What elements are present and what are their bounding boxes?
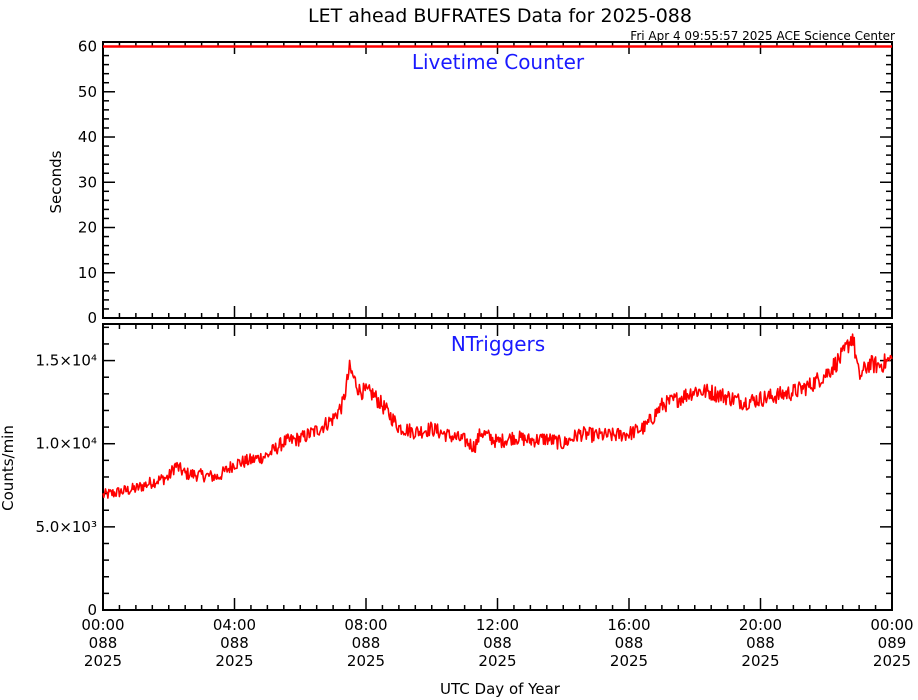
x-tick-time: 04:00 xyxy=(213,616,256,634)
x-tick-day: 088 xyxy=(220,634,249,652)
ntriggers-y-tick-label: 1.0×10⁴ xyxy=(35,435,97,453)
ntriggers-panel-title: NTriggers xyxy=(451,332,545,356)
x-tick-time: 00:00 xyxy=(870,616,913,634)
livetime-y-tick-label: 30 xyxy=(78,173,97,191)
x-tick-year: 2025 xyxy=(215,652,253,670)
livetime-panel-title: Livetime Counter xyxy=(412,50,585,74)
livetime-y-tick-label: 0 xyxy=(87,309,97,327)
x-tick-time: 00:00 xyxy=(81,616,124,634)
x-tick-time: 08:00 xyxy=(344,616,387,634)
x-tick-year: 2025 xyxy=(478,652,516,670)
x-tick-time: 20:00 xyxy=(739,616,782,634)
x-tick-day: 088 xyxy=(615,634,644,652)
livetime-y-tick-label: 40 xyxy=(78,128,97,146)
ntriggers-panel: 0 5.0×10³ 1.0×10⁴ 1.5×10⁴ xyxy=(35,323,893,619)
chart-subtitle: Fri Apr 4 09:55:57 2025 ACE Science Cent… xyxy=(630,29,895,43)
livetime-y-tick-label: 60 xyxy=(78,38,97,56)
x-tick-year: 2025 xyxy=(873,652,911,670)
chart-title: LET ahead BUFRATES Data for 2025-088 xyxy=(308,5,692,27)
livetime-y-tick-label: 50 xyxy=(78,83,97,101)
x-tick-day: 088 xyxy=(746,634,775,652)
x-tick-year: 2025 xyxy=(741,652,779,670)
x-tick-day: 089 xyxy=(878,634,907,652)
livetime-y-tick-label: 10 xyxy=(78,264,97,282)
ntriggers-y-tick-label: 1.5×10⁴ xyxy=(35,352,97,370)
x-tick-labels: 00:00088202504:00088202508:00088202512:0… xyxy=(81,616,913,670)
x-tick-year: 2025 xyxy=(610,652,648,670)
x-tick-day: 088 xyxy=(483,634,512,652)
x-tick-day: 088 xyxy=(352,634,381,652)
ntriggers-y-axis-label: Counts/min xyxy=(0,425,17,511)
livetime-y-axis-label: Seconds xyxy=(47,150,65,213)
x-axis-label: UTC Day of Year xyxy=(440,680,561,698)
x-tick-day: 088 xyxy=(89,634,118,652)
x-tick-time: 16:00 xyxy=(607,616,650,634)
ntriggers-y-tick-label: 0 xyxy=(87,601,97,619)
x-tick-year: 2025 xyxy=(84,652,122,670)
livetime-plot-frame xyxy=(102,41,893,319)
ntriggers-plot-frame xyxy=(102,323,893,611)
x-tick-time: 12:00 xyxy=(476,616,519,634)
x-tick-year: 2025 xyxy=(347,652,385,670)
livetime-panel: 0 10 20 30 40 50 60 xyxy=(78,38,893,327)
livetime-y-tick-label: 20 xyxy=(78,219,97,237)
ntriggers-y-tick-label: 5.0×10³ xyxy=(35,518,97,536)
ntriggers-series-line xyxy=(102,333,893,499)
